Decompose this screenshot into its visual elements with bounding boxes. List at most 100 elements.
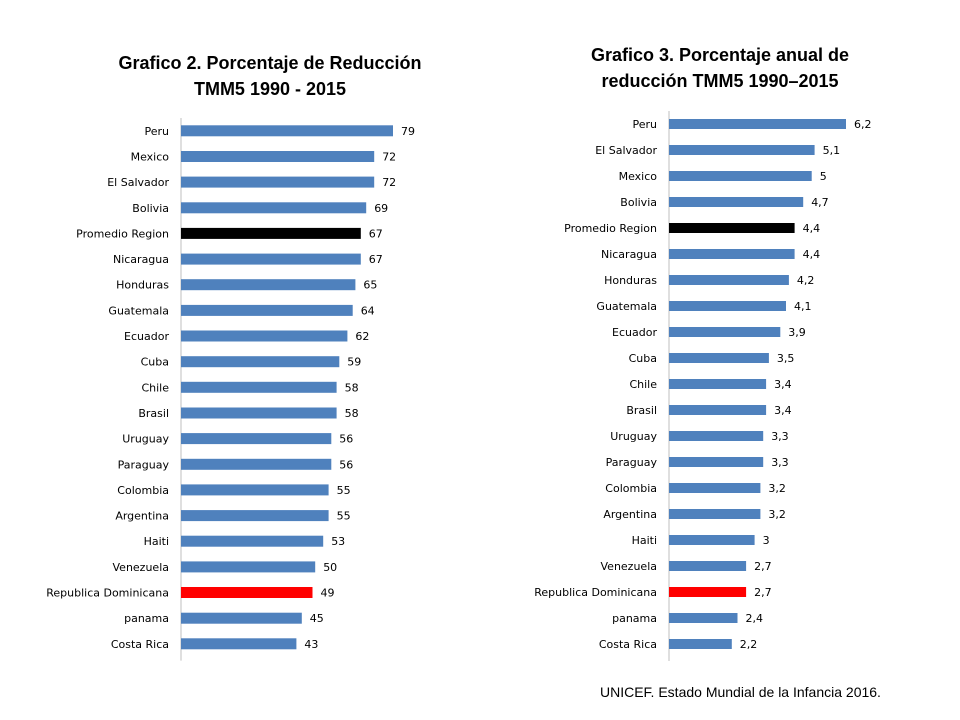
- chart1-bar: [181, 612, 302, 624]
- chart1-value-label: 72: [382, 151, 396, 164]
- chart2-category-label: Mexico: [619, 170, 658, 183]
- chart2-category-label: panama: [612, 612, 657, 625]
- chart1-bar: [181, 151, 375, 162]
- chart1-bar: [181, 458, 332, 470]
- chart1-value-label: 50: [323, 561, 337, 574]
- chart1-value-label: 56: [339, 458, 353, 471]
- chart1-category-label: Guatemala: [108, 304, 169, 317]
- chart2-bar: [669, 171, 812, 181]
- chart1-category-label: panama: [124, 612, 169, 625]
- chart2-value-label: 3,5: [777, 352, 795, 365]
- chart1-title: Grafico 2. Porcentaje de Reducción TMM5 …: [100, 50, 440, 102]
- chart1-value-label: 43: [304, 638, 318, 651]
- chart1-category-label: Cuba: [141, 356, 169, 369]
- chart1-category-label: Costa Rica: [111, 638, 169, 651]
- chart2-category-label: Colombia: [605, 482, 657, 495]
- chart2-bar: [669, 145, 815, 155]
- chart1-category-label: Uruguay: [122, 433, 169, 446]
- chart2-bar: [669, 275, 789, 285]
- chart2-bar: [669, 509, 761, 519]
- chart2-bar: [669, 301, 786, 311]
- chart2-bar: [669, 483, 761, 493]
- chart2-category-label: Costa Rica: [599, 638, 657, 651]
- chart2-value-label: 4,1: [794, 300, 812, 313]
- chart1-category-label: Republica Dominicana: [46, 587, 169, 600]
- chart1-category-label: Venezuela: [113, 561, 170, 574]
- chart2-category-label: Chile: [629, 378, 657, 391]
- chart1-title-line2: TMM5 1990 - 2015: [193, 79, 347, 99]
- chart2-value-label: 3,4: [774, 378, 792, 391]
- chart1-bar: [181, 176, 375, 188]
- chart2-value-label: 4,2: [797, 274, 815, 287]
- chart2-bar: [669, 119, 846, 129]
- chart2-category-label: Bolivia: [620, 196, 657, 209]
- chart1-bar: [181, 484, 329, 496]
- chart1-value-label: 53: [331, 535, 345, 548]
- chart2-value-label: 4,7: [811, 196, 829, 209]
- chart2-value-label: 3,9: [788, 326, 806, 339]
- chart1-category-label: El Salvador: [107, 176, 169, 189]
- chart1-bar: [181, 356, 340, 368]
- chart2-bar: [669, 197, 804, 207]
- chart1-category-label: Haiti: [144, 535, 169, 548]
- chart1-value-label: 58: [345, 381, 359, 394]
- chart2-value-label: 5: [820, 170, 827, 183]
- chart1-category-label: Promedio Region: [76, 227, 169, 240]
- chart2-bar: [669, 613, 738, 623]
- chart1-bar: [181, 587, 313, 598]
- chart1-plot: Peru 79 Mexico 72 El Salvador 72 Bolivia 69 Prom…: [46, 118, 415, 661]
- chart1-bar: [181, 638, 297, 650]
- chart1-value-label: 55: [337, 484, 351, 497]
- chart1-category-label: Argentina: [115, 510, 169, 523]
- chart2-category-label: Nicaragua: [601, 248, 657, 261]
- chart1-value-label: 58: [345, 407, 359, 420]
- chart1-category-label: Mexico: [131, 151, 170, 164]
- chart1-value-label: 49: [321, 587, 335, 600]
- chart1-bar: [181, 561, 316, 573]
- chart2-bar: [669, 457, 764, 467]
- chart1-value-label: 62: [355, 330, 369, 343]
- chart1-bar: [181, 407, 337, 419]
- chart1-category-label: Colombia: [117, 484, 169, 497]
- chart2-bar: [669, 353, 769, 363]
- chart2-plot: Peru 6,2 El Salvador 5,1 Mexico 5 Bolivia 4,7 Pr…: [534, 111, 872, 661]
- chart2-category-label: Cuba: [629, 352, 657, 365]
- chart1-bar: [181, 125, 393, 137]
- chart2-category-label: Republica Dominicana: [534, 586, 657, 599]
- chart2-category-label: Promedio Region: [564, 222, 657, 235]
- chart1-value-label: 67: [369, 227, 383, 240]
- chart1-value-label: 65: [363, 279, 377, 292]
- chart1-category-label: Chile: [141, 381, 169, 394]
- chart1-bar: [181, 330, 348, 342]
- chart2-category-label: Venezuela: [601, 560, 658, 573]
- chart2-title-line1: Grafico 3. Porcentaje anual de: [590, 45, 850, 65]
- chart1-category-label: Peru: [144, 125, 169, 138]
- chart2-category-label: Peru: [632, 118, 657, 131]
- chart1-bar: [181, 535, 324, 547]
- chart1-bar: [181, 381, 337, 393]
- chart2-category-label: Paraguay: [606, 456, 658, 469]
- chart2-bar: [669, 587, 747, 597]
- chart1-category-label: Honduras: [116, 279, 169, 292]
- chart2-title: Grafico 3. Porcentaje anual de reducción…: [570, 42, 870, 94]
- chart2-bar: [669, 249, 795, 259]
- chart2-bar: [669, 327, 781, 337]
- chart1-value-label: 55: [337, 510, 351, 523]
- chart2-value-label: 4,4: [803, 248, 821, 261]
- chart2-category-label: Brasil: [626, 404, 657, 417]
- chart2-value-label: 3,3: [771, 456, 789, 469]
- chart1-bar: [181, 510, 329, 522]
- chart2-value-label: 3,4: [774, 404, 792, 417]
- chart1-bar: [181, 279, 356, 291]
- chart1-category-label: Paraguay: [118, 458, 170, 471]
- chart2-value-label: 5,1: [823, 144, 841, 157]
- chart2-category-label: Honduras: [604, 274, 657, 287]
- chart1-value-label: 72: [382, 176, 396, 189]
- chart2-category-label: Argentina: [603, 508, 657, 521]
- chart1-bar: [181, 304, 353, 316]
- chart1-category-label: Nicaragua: [113, 253, 169, 266]
- chart2-value-label: 3,2: [768, 482, 786, 495]
- chart1-bar: [181, 227, 361, 239]
- chart1-bar: [181, 433, 332, 445]
- chart2-value-label: 3,2: [768, 508, 786, 521]
